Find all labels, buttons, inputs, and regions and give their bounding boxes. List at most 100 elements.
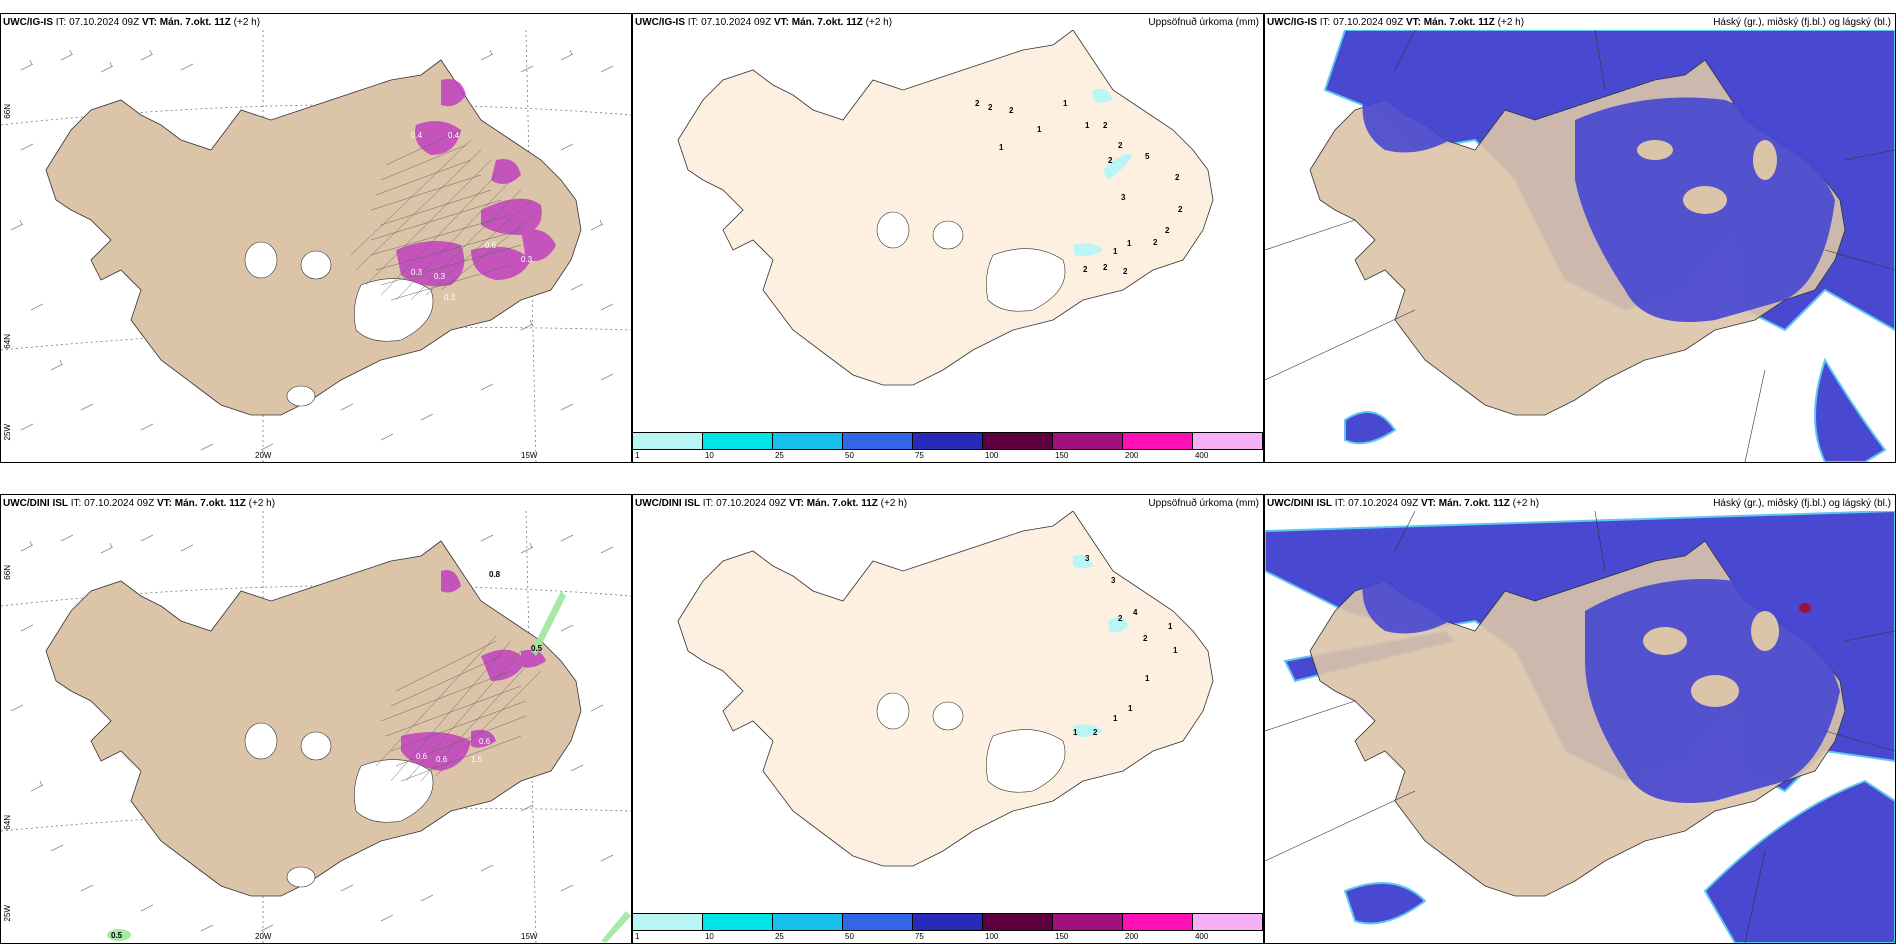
colorbar-tick-label: 75 xyxy=(914,932,924,941)
panel-bottom-right: UWC/DINI ISL IT: 07.10.2024 09Z VT: Mán.… xyxy=(1264,494,1896,944)
precip-label: 1 xyxy=(1073,728,1078,737)
lat-label-66: 66N xyxy=(3,565,12,580)
panel-bottom-left: UWC/DINI ISL IT: 07.10.2024 09Z VT: Mán.… xyxy=(0,494,632,944)
precip-label: 2 xyxy=(1123,267,1128,276)
snow-label: 0.6 xyxy=(485,241,497,250)
lon-label-25: 25W xyxy=(3,424,12,441)
colorbar-tick-label: 10 xyxy=(704,932,714,941)
colorbar-tick-label: 150 xyxy=(1055,932,1069,941)
lon-label-25: 25W xyxy=(3,905,12,922)
colorbar-labels: 1 10 25 50 75 100 150 200 400 xyxy=(633,932,1263,943)
lat-label-66: 66N xyxy=(3,104,12,119)
panel-bottom-middle: UWC/DINI ISL IT: 07.10.2024 09Z VT: Mán.… xyxy=(632,494,1264,944)
colorbar-swatch xyxy=(1123,914,1193,930)
colorbar-tick-label: 400 xyxy=(1194,932,1209,941)
colorbar-tick-label: 10 xyxy=(704,451,714,460)
colorbar-swatch xyxy=(843,914,913,930)
snow-label: 0.5 xyxy=(531,644,543,653)
lat-label-64: 64N xyxy=(3,334,12,349)
iceland-landmass xyxy=(45,540,582,897)
precip-label: 2 xyxy=(1009,106,1014,115)
panel-variable: Háský (gr.), miðský (fj.bl.) og lágský (… xyxy=(1713,17,1891,28)
snow-label: 0.6 xyxy=(479,737,491,746)
panel-title: UWC/IG-IS IT: 07.10.2024 09Z VT: Mán. 7.… xyxy=(635,17,893,28)
snow-label: 1.5 xyxy=(471,755,483,764)
precip-label: 3 xyxy=(1111,576,1116,585)
panel-title: UWC/DINI ISL IT: 07.10.2024 09Z VT: Mán.… xyxy=(1267,498,1540,509)
colorbar-tick-label: 75 xyxy=(914,451,924,460)
colorbar-swatches xyxy=(633,913,1263,931)
precip-label: 5 xyxy=(1145,152,1150,161)
precip-label: 2 xyxy=(1093,728,1098,737)
snow-areas xyxy=(396,79,556,287)
colorbar-tick-label: 200 xyxy=(1125,932,1139,941)
snow-label: 0.4 xyxy=(411,131,423,140)
colorbar-tick-label: 1 xyxy=(635,451,640,460)
colorbar-swatch xyxy=(913,914,983,930)
colorbar-swatch xyxy=(773,914,843,930)
colorbar-tick-label: 100 xyxy=(985,932,999,941)
colorbar-swatch xyxy=(1053,914,1123,930)
precip-label: 3 xyxy=(1121,193,1126,202)
panel-top-left: UWC/IG-IS IT: 07.10.2024 09Z VT: Mán. 7.… xyxy=(0,13,632,463)
colorbar-tick-label: 100 xyxy=(985,451,999,460)
colorbar-swatch xyxy=(703,433,773,449)
precip-label: 1 xyxy=(1063,99,1068,108)
snow-label: 0.5 xyxy=(111,931,123,940)
precip-label: 2 xyxy=(1143,634,1148,643)
colorbar-swatch xyxy=(633,433,703,449)
panel-title: UWC/IG-IS IT: 07.10.2024 09Z VT: Mán. 7.… xyxy=(3,17,261,28)
colorbar-swatch xyxy=(843,433,913,449)
iceland-wind-snow-map: 0.8 0.5 0.6 0.6 0.6 1.5 0.5 xyxy=(1,511,631,943)
panel-title: UWC/DINI ISL IT: 07.10.2024 09Z VT: Mán.… xyxy=(635,498,908,509)
precip-label: 2 xyxy=(1118,614,1123,623)
snow-label: 0.3 xyxy=(521,255,533,264)
precip-label: 2 xyxy=(1175,173,1180,182)
iceland-landmass xyxy=(677,511,1214,867)
precip-colorbar: 1 10 25 50 75 100 150 200 400 xyxy=(633,913,1263,943)
colorbar-swatch xyxy=(1053,433,1123,449)
iceland-cloud-map xyxy=(1265,511,1895,943)
panel-title: UWC/DINI ISL IT: 07.10.2024 09Z VT: Mán.… xyxy=(3,498,276,509)
precip-label: 1 xyxy=(1037,125,1042,134)
colorbar-swatch xyxy=(1193,914,1263,930)
precip-label: 2 xyxy=(975,99,980,108)
precip-label: 2 xyxy=(1165,226,1170,235)
precip-label: 1 xyxy=(1128,704,1133,713)
colorbar-swatch xyxy=(773,433,843,449)
precip-label: 2 xyxy=(1083,265,1088,274)
panel-variable: Uppsöfnuð úrkoma (mm) xyxy=(1148,17,1259,28)
precip-label: 1 xyxy=(999,143,1004,152)
lon-label-20: 20W xyxy=(255,451,272,460)
colorbar-tick-label: 150 xyxy=(1055,451,1069,460)
colorbar-tick-label: 200 xyxy=(1125,451,1139,460)
precip-label: 2 xyxy=(988,103,993,112)
precip-label: 1 xyxy=(1168,622,1173,631)
colorbar-swatches xyxy=(633,432,1263,450)
precip-label: 1 xyxy=(1127,239,1132,248)
precip-label: 2 xyxy=(1103,263,1108,272)
colorbar-tick-label: 400 xyxy=(1194,451,1209,460)
precip-label: 2 xyxy=(1153,238,1158,247)
panel-variable: Uppsöfnuð úrkoma (mm) xyxy=(1148,498,1259,509)
snow-label: 0.8 xyxy=(489,570,501,579)
colorbar-swatch xyxy=(913,433,983,449)
iceland-cloud-map xyxy=(1265,30,1895,462)
panel-title: UWC/IG-IS IT: 07.10.2024 09Z VT: Mán. 7.… xyxy=(1267,17,1525,28)
colorbar-tick-label: 25 xyxy=(774,932,784,941)
precip-colorbar: 1 10 25 50 75 100 150 200 400 xyxy=(633,432,1263,462)
precip-label: 2 xyxy=(1118,141,1123,150)
precip-label: 1 xyxy=(1173,646,1178,655)
lon-label-20: 20W xyxy=(255,932,272,941)
iceland-precip-map: 2 2 2 1 1 1 2 1 2 2 5 2 3 2 2 2 1 1 2 2 … xyxy=(677,30,1214,386)
precip-label: 4 xyxy=(1133,608,1138,617)
colorbar-swatch xyxy=(1123,433,1193,449)
panel-top-middle: UWC/IG-IS IT: 07.10.2024 09Z VT: Mán. 7.… xyxy=(632,13,1264,463)
precip-label: 3 xyxy=(1085,554,1090,563)
colorbar-swatch xyxy=(633,914,703,930)
colorbar-tick-label: 25 xyxy=(774,451,784,460)
precip-label: 1 xyxy=(1145,674,1150,683)
lon-label-15: 15W xyxy=(521,451,538,460)
colorbar-labels: 1 10 25 50 75 100 150 200 400 xyxy=(633,451,1263,462)
precip-label: 2 xyxy=(1108,156,1113,165)
